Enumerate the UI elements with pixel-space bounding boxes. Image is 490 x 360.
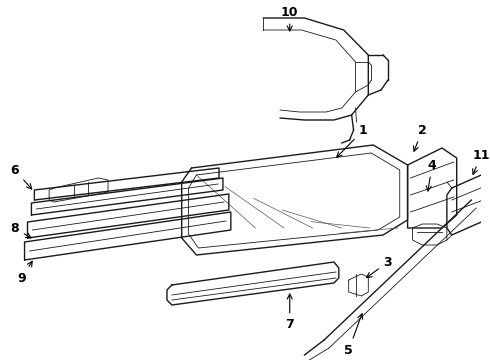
Text: 3: 3	[367, 256, 392, 278]
Text: 9: 9	[17, 261, 32, 284]
Text: 1: 1	[337, 123, 368, 157]
Text: 2: 2	[414, 123, 427, 151]
Text: 10: 10	[281, 5, 298, 31]
Text: 4: 4	[426, 158, 437, 191]
Text: 8: 8	[10, 221, 31, 238]
Text: 7: 7	[285, 294, 294, 332]
Text: 5: 5	[344, 314, 363, 356]
Text: 6: 6	[10, 163, 32, 189]
Text: 11: 11	[472, 149, 490, 174]
